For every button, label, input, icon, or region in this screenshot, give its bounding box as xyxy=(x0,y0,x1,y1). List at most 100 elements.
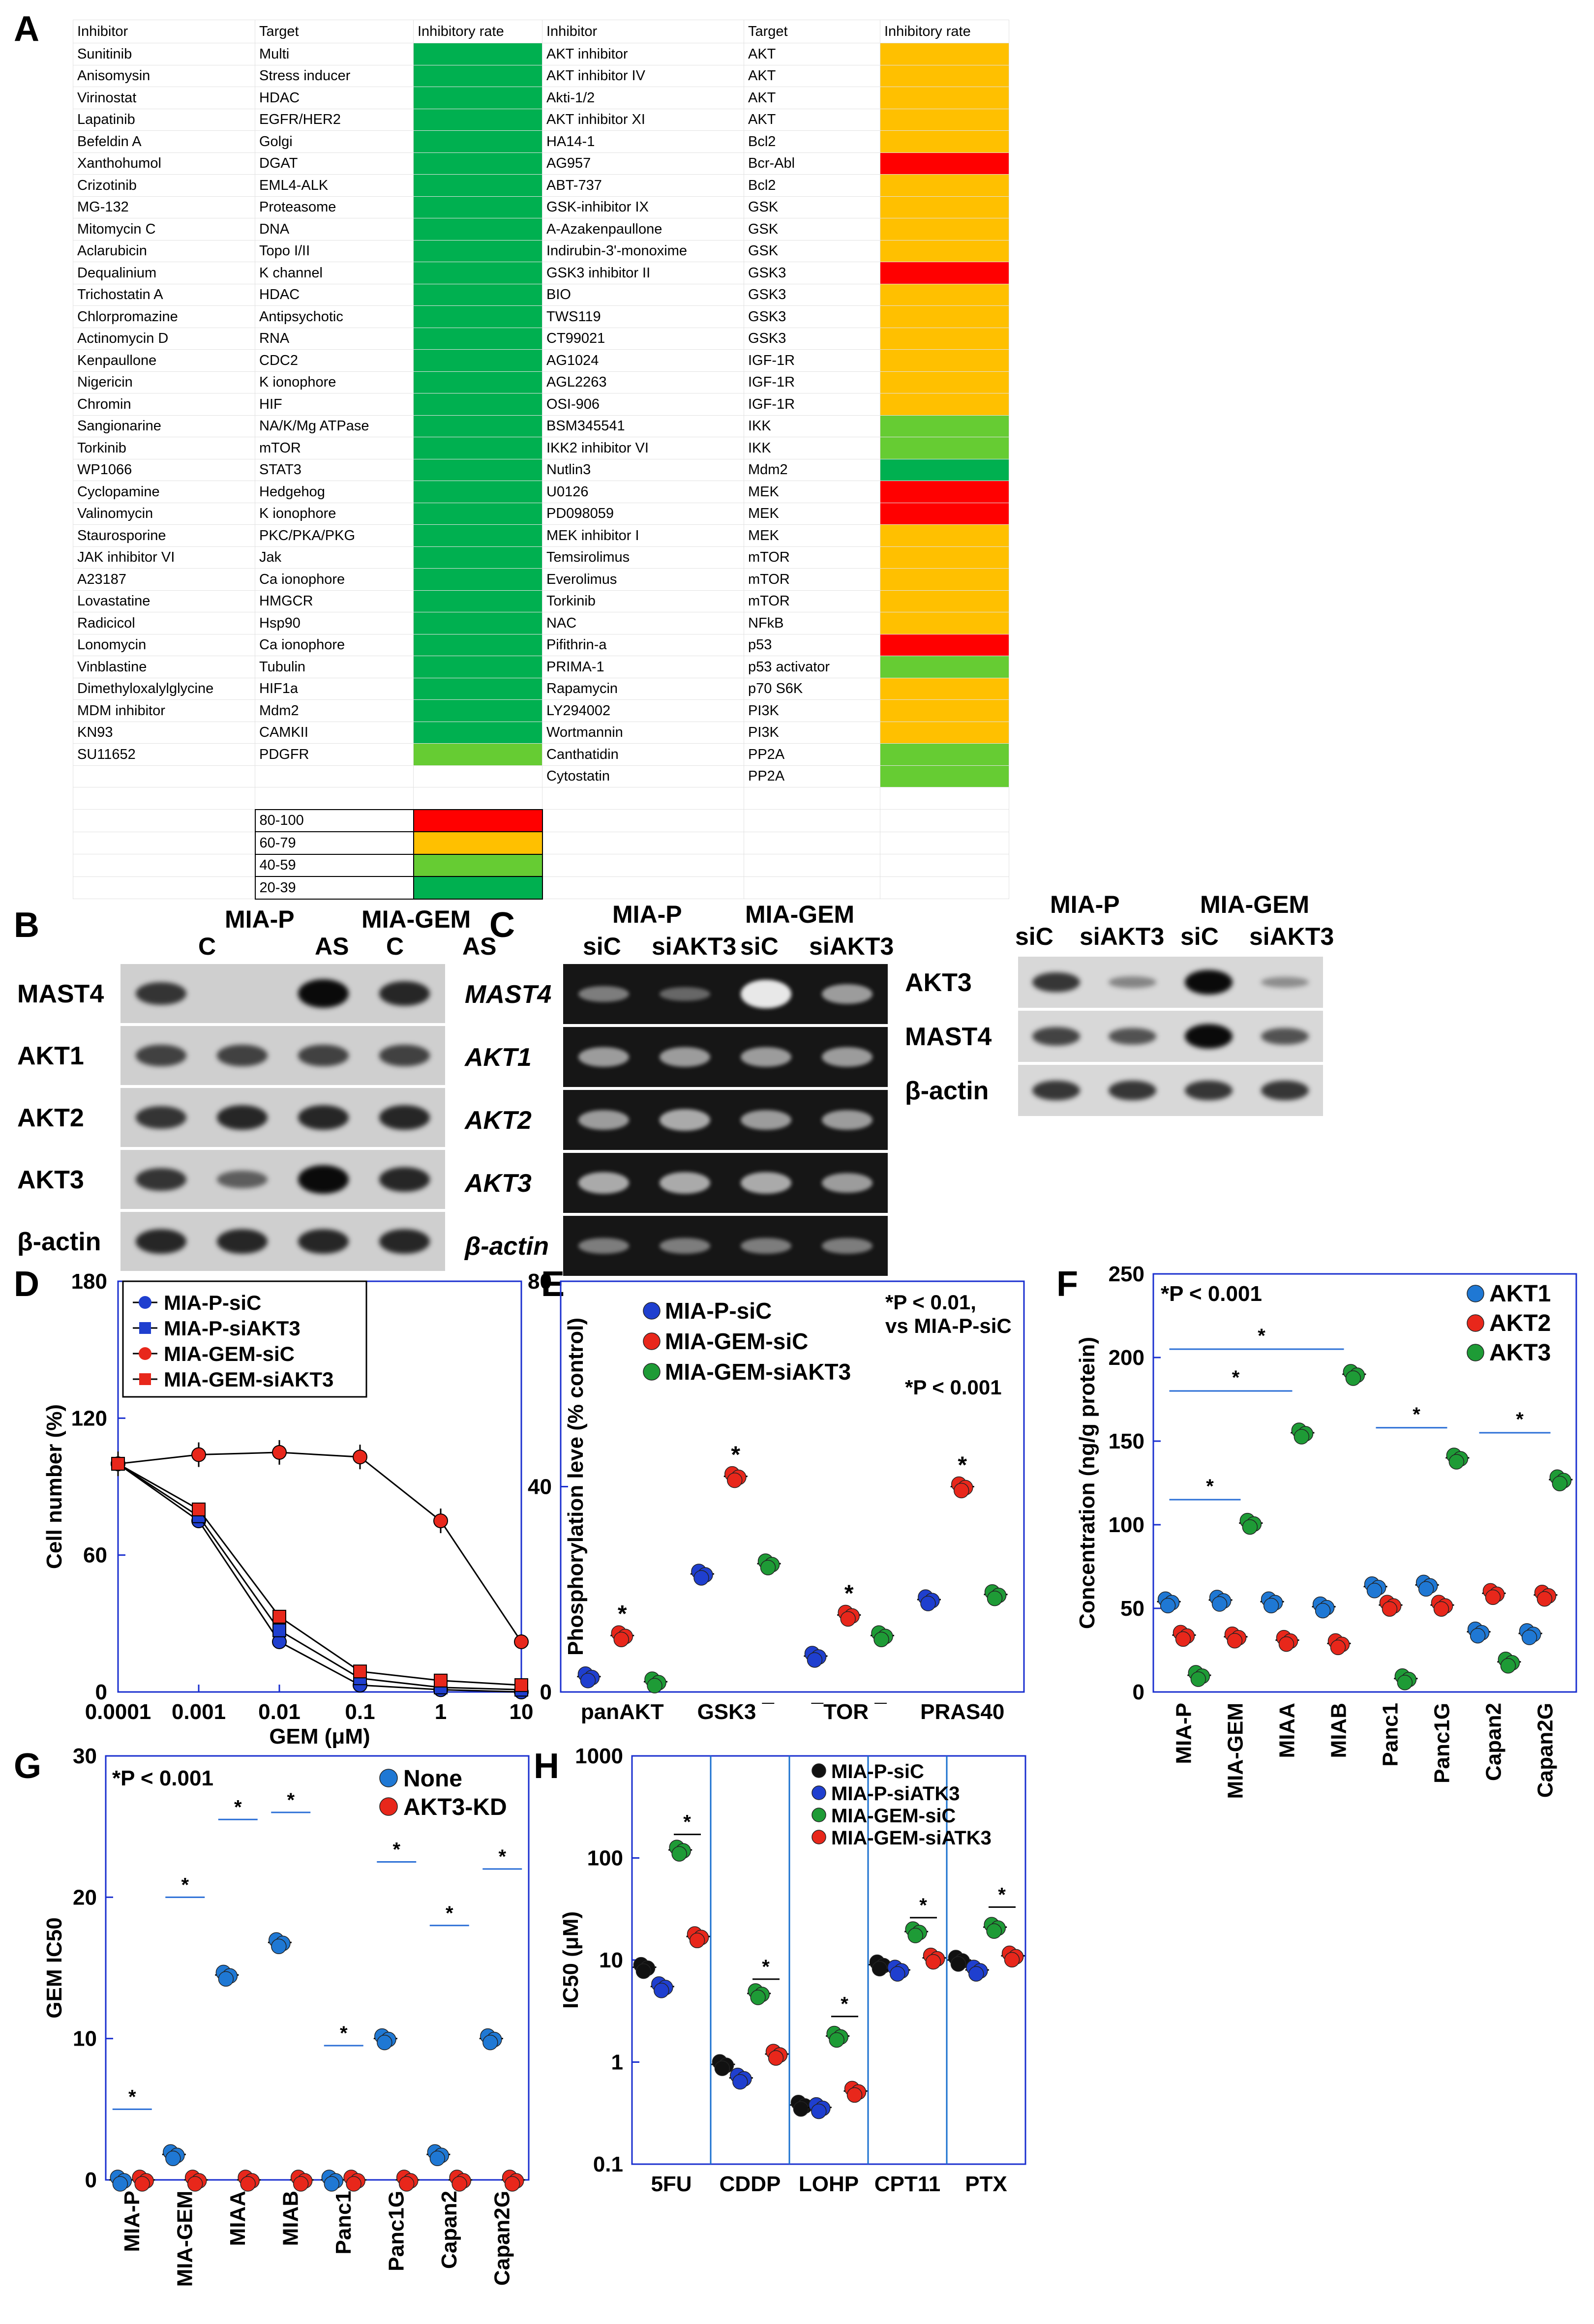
legend-color-swatch xyxy=(413,853,543,877)
category-label: MIAB xyxy=(278,2191,302,2246)
header-target-2: Target xyxy=(744,20,880,43)
significance-star: * xyxy=(958,1452,967,1479)
inhibitory-rate-cell: 20-39 xyxy=(413,590,542,612)
y-tick-label: 0 xyxy=(540,1680,552,1704)
data-point xyxy=(1418,1581,1434,1597)
inhibitor-cell: AGL2263 xyxy=(542,371,744,393)
inhibitor-cell: Chlorpromazine xyxy=(73,305,255,328)
y-tick-label: 0 xyxy=(85,2168,97,2192)
empty-cell xyxy=(542,809,744,832)
target-cell: HMGCR xyxy=(255,590,414,612)
category-label: Capan2 xyxy=(437,2191,461,2269)
data-point xyxy=(1366,1583,1383,1599)
data-point xyxy=(760,1560,776,1575)
target-cell: K channel xyxy=(255,262,414,284)
panel-label-g: G xyxy=(14,1747,42,1786)
data-point xyxy=(1293,1429,1310,1445)
data-point xyxy=(482,2034,498,2051)
header-rate-2: Inhibitory rate xyxy=(880,20,1009,43)
data-point xyxy=(434,1673,448,1688)
panel-label-b: B xyxy=(14,905,39,945)
inhibitory-rate-cell: 20-39 xyxy=(413,240,542,262)
table-row: LovastatineHMGCR20-39TorkinibmTOR60-79 xyxy=(73,590,1009,612)
legend-color-swatch xyxy=(413,876,543,900)
inhibitor-cell: Everolimus xyxy=(542,568,744,591)
data-point xyxy=(1227,1633,1243,1649)
blot-strip xyxy=(120,964,445,1023)
chart-f-axes xyxy=(1152,1273,1577,1693)
data-point xyxy=(890,1966,905,1982)
inhibitory-rate-cell: 20-39 xyxy=(413,458,542,481)
inhibitory-rate-cell: 20-39 xyxy=(413,481,542,503)
inhibitor-cell: Mitomycin C xyxy=(73,218,255,241)
data-point xyxy=(925,1954,941,1970)
table-row: Befeldin AGolgi20-39HA14-1Bcl260-79 xyxy=(73,130,1009,153)
inhibitory-rate-cell: 20-39 xyxy=(413,437,542,459)
legend-label: AKT3-KD xyxy=(403,1794,507,1820)
legend-marker xyxy=(643,1363,661,1381)
inhibitory-rate-cell: 60-79 xyxy=(880,283,1009,306)
inhibitory-rate-cell: 40-59 xyxy=(413,743,542,766)
inhibitor-cell: Staurosporine xyxy=(73,524,255,547)
legend-label: MIA-GEM-siC xyxy=(164,1342,295,1365)
inhibitory-rate-cell: 60-79 xyxy=(880,108,1009,131)
data-point xyxy=(793,2101,809,2117)
inhibitory-rate-cell: 20-39 xyxy=(413,218,542,241)
legend-label: MIA-GEM-siATK3 xyxy=(831,1827,992,1849)
blot-row-label: β-actin xyxy=(17,1228,101,1256)
target-cell: Bcl2 xyxy=(744,130,880,153)
target-cell: GSK xyxy=(744,218,880,241)
legend-marker xyxy=(643,1332,661,1350)
blot-band xyxy=(298,1105,349,1130)
inhibitor-cell: TWS119 xyxy=(542,305,744,328)
blot-band xyxy=(1261,1080,1309,1101)
category-label: CDDP xyxy=(720,2172,781,2196)
category-label: Capan2 xyxy=(1482,1703,1506,1781)
annotation: *P < 0.001 xyxy=(112,1766,213,1790)
target-cell: MEK xyxy=(744,481,880,503)
legend-label: MIA-P-siC xyxy=(665,1298,772,1324)
category-label: MIAB xyxy=(1327,1703,1351,1758)
inhibitor-cell: Actinomycin D xyxy=(73,327,255,350)
blot-row-label: β-actin xyxy=(465,1232,549,1261)
data-point xyxy=(1552,1476,1568,1491)
table-row: Trichostatin AHDAC20-39BIOGSK360-79 xyxy=(73,283,1009,306)
data-point xyxy=(750,1990,766,2005)
data-point xyxy=(689,1932,705,1948)
inhibitory-rate-cell: 20-39 xyxy=(413,634,542,656)
blot-row-label: AKT3 xyxy=(905,968,972,997)
blot-lane-label: C xyxy=(198,933,216,960)
inhibitory-rate-cell: 40-59 xyxy=(880,437,1009,459)
legend-marker xyxy=(1467,1314,1484,1332)
legend-range-label: 20-39 xyxy=(254,876,414,900)
table-row: Actinomycin DRNA20-39CT99021GSK360-79 xyxy=(73,327,1009,350)
category-label: MIA-P xyxy=(1172,1703,1196,1764)
data-point xyxy=(768,2050,784,2066)
inhibitor-cell: Canthatidin xyxy=(542,743,744,766)
inhibitor-cell: Sangionarine xyxy=(73,415,255,437)
target-cell: RNA xyxy=(255,327,414,350)
table-row: KenpaulloneCDC220-39AG1024IGF-1R60-79 xyxy=(73,349,1009,372)
significance-star: * xyxy=(844,1580,854,1606)
target-cell: Ca ionophore xyxy=(255,568,414,591)
inhibitory-rate-cell: 60-79 xyxy=(880,393,1009,416)
annotation: *P < 0.01, xyxy=(885,1291,976,1314)
inhibitor-cell: Lonomycin xyxy=(73,634,255,656)
empty-cell xyxy=(744,876,880,899)
empty-cell xyxy=(744,787,880,810)
y-tick-label: 60 xyxy=(83,1543,107,1568)
empty-cell xyxy=(744,809,880,832)
table-row: SU11652PDGFR40-59CanthatidinPP2A40-59 xyxy=(73,743,1009,766)
category-label: MIAA xyxy=(1275,1703,1299,1758)
inhibitor-cell: Crizotinib xyxy=(73,174,255,197)
series-line xyxy=(118,1451,522,1642)
significance-star: * xyxy=(392,1839,400,1861)
data-point xyxy=(346,2176,361,2192)
y-tick-label: 100 xyxy=(1109,1513,1144,1537)
legend-row: 20-39 xyxy=(73,876,1009,900)
inhibitor-cell: Aclarubicin xyxy=(73,240,255,262)
blot-band xyxy=(136,1229,186,1254)
data-point xyxy=(187,2176,203,2192)
data-point xyxy=(1521,1630,1537,1645)
